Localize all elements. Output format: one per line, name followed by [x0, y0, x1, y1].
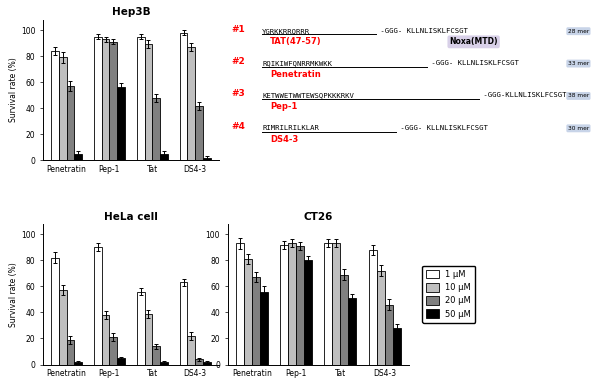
Bar: [152, 346, 160, 365]
Bar: [137, 36, 145, 160]
Bar: [203, 362, 211, 365]
Bar: [51, 51, 59, 160]
Bar: [102, 39, 110, 160]
Bar: [180, 282, 187, 365]
Bar: [67, 340, 75, 365]
Text: RQIKIWFQNRRMKWKK: RQIKIWFQNRRMKWKK: [262, 60, 332, 66]
Bar: [94, 247, 102, 365]
Bar: [203, 158, 211, 160]
Text: 30 mer: 30 mer: [568, 126, 589, 131]
Text: #1: #1: [232, 25, 245, 34]
Bar: [137, 292, 145, 365]
Bar: [110, 42, 117, 160]
Text: RIMRILRILKLAR: RIMRILRILKLAR: [262, 125, 319, 131]
Bar: [187, 336, 195, 365]
Legend: 1 μM, 10 μM, 20 μM, 50 μM: 1 μM, 10 μM, 20 μM, 50 μM: [422, 265, 476, 323]
Bar: [333, 243, 341, 365]
Bar: [325, 243, 333, 365]
Bar: [288, 243, 296, 365]
Bar: [75, 154, 82, 160]
Bar: [384, 305, 392, 365]
Bar: [236, 243, 244, 365]
Bar: [152, 98, 160, 160]
Text: YGRKKRRQRRR: YGRKKRRQRRR: [262, 28, 310, 34]
Bar: [145, 44, 152, 160]
Text: DS4-3: DS4-3: [270, 134, 298, 143]
Bar: [348, 298, 356, 365]
Bar: [160, 154, 168, 160]
Text: 38 mer: 38 mer: [568, 93, 589, 98]
Bar: [376, 271, 384, 365]
Bar: [368, 250, 376, 365]
Text: -GGG-KLLNLISKLFCSGT: -GGG-KLLNLISKLFCSGT: [479, 93, 566, 98]
Bar: [252, 277, 260, 365]
Y-axis label: Survival rate (%): Survival rate (%): [9, 58, 18, 122]
Text: Noxa(MTD): Noxa(MTD): [449, 37, 498, 46]
Bar: [67, 86, 75, 160]
Bar: [260, 292, 268, 365]
Text: Penetratin: Penetratin: [270, 70, 320, 79]
Text: #3: #3: [232, 89, 245, 98]
Text: #4: #4: [232, 122, 245, 131]
Bar: [180, 33, 187, 160]
Text: #2: #2: [232, 57, 245, 66]
Bar: [117, 358, 125, 365]
Bar: [244, 259, 252, 365]
Bar: [94, 36, 102, 160]
Text: -GGG- KLLNLISKLFCSGT: -GGG- KLLNLISKLFCSGT: [396, 125, 488, 131]
Text: -GGG- KLLNLISKLFCSGT: -GGG- KLLNLISKLFCSGT: [376, 28, 468, 34]
Bar: [280, 245, 288, 365]
Bar: [296, 246, 304, 365]
Bar: [59, 290, 67, 365]
Bar: [117, 87, 125, 160]
Bar: [304, 260, 312, 365]
Bar: [51, 258, 59, 365]
Bar: [102, 315, 110, 365]
Text: 33 mer: 33 mer: [568, 61, 589, 66]
Bar: [341, 275, 348, 365]
Y-axis label: Survival rate (%): Survival rate (%): [9, 262, 18, 327]
Text: -GGG- KLLNLISKLFCSGT: -GGG- KLLNLISKLFCSGT: [428, 60, 519, 66]
Bar: [59, 57, 67, 160]
Bar: [75, 362, 82, 365]
Title: CT26: CT26: [304, 212, 333, 221]
Bar: [110, 337, 117, 365]
Bar: [392, 328, 400, 365]
Bar: [195, 359, 203, 365]
Text: Pep-1: Pep-1: [270, 102, 297, 111]
Text: TAT(47-57): TAT(47-57): [270, 37, 322, 46]
Text: 28 mer: 28 mer: [568, 29, 589, 34]
Title: Hep3B: Hep3B: [111, 7, 150, 17]
Bar: [195, 106, 203, 160]
Title: HeLa cell: HeLa cell: [104, 212, 158, 221]
Bar: [145, 314, 152, 365]
Text: KETWWETWWTEWSQPKKKRKV: KETWWETWWTEWSQPKKKRKV: [262, 93, 354, 98]
Bar: [187, 47, 195, 160]
Bar: [160, 362, 168, 365]
